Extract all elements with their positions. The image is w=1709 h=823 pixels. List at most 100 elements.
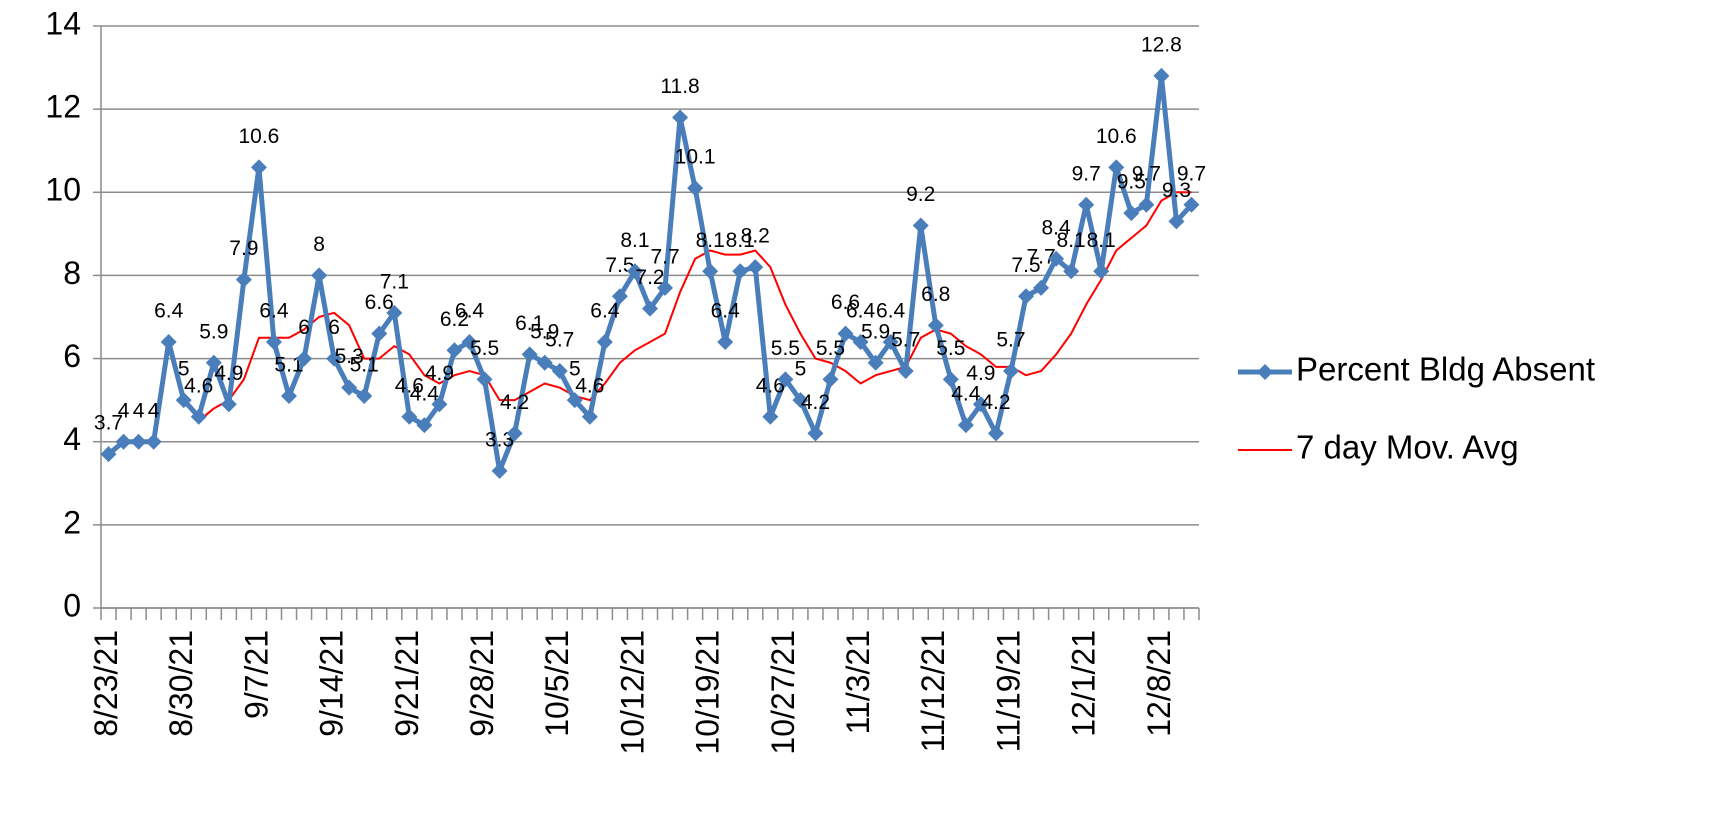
marker	[1108, 159, 1125, 176]
marker	[235, 271, 252, 288]
marker	[792, 392, 809, 409]
data-label: 4.9	[966, 362, 995, 385]
marker	[461, 333, 478, 350]
data-label: 6	[328, 316, 340, 339]
data-label: 4.6	[395, 374, 424, 397]
marker	[596, 333, 613, 350]
marker	[265, 333, 282, 350]
data-label: 6.4	[590, 299, 620, 322]
x-tick-label: 10/19/21	[690, 630, 726, 755]
data-label: 12.8	[1141, 33, 1182, 56]
marker	[566, 392, 583, 409]
data-label: 9.2	[906, 183, 935, 206]
x-tick-label: 11/12/21	[915, 630, 951, 752]
data-label: 4.2	[981, 391, 1010, 414]
y-tick-label: 12	[45, 89, 81, 125]
marker	[626, 263, 643, 280]
marker	[837, 325, 854, 342]
data-label: 8	[313, 233, 325, 256]
marker	[1183, 196, 1200, 213]
marker	[326, 350, 343, 367]
marker	[912, 217, 929, 234]
data-label: 4	[133, 399, 145, 422]
marker	[401, 408, 418, 425]
data-label: 10.6	[238, 125, 279, 148]
marker	[957, 417, 974, 434]
data-label: 9.7	[1177, 162, 1206, 185]
y-tick-label: 0	[63, 587, 81, 623]
marker	[927, 317, 944, 334]
marker	[536, 354, 553, 371]
marker	[1168, 213, 1185, 230]
data-label: 6.1	[515, 312, 544, 335]
data-label: 4.9	[214, 362, 243, 385]
data-label: 4.2	[801, 391, 830, 414]
data-label: 10.6	[1096, 125, 1137, 148]
marker	[220, 396, 237, 413]
marker	[416, 417, 433, 434]
marker	[205, 354, 222, 371]
marker	[311, 267, 328, 284]
data-label: 3.3	[485, 428, 514, 451]
marker	[762, 408, 779, 425]
data-label: 4	[118, 399, 130, 422]
data-label: 7.9	[229, 237, 258, 260]
y-tick-label: 6	[63, 338, 81, 374]
marker	[822, 371, 839, 388]
data-label: 7.7	[1026, 245, 1055, 268]
marker	[446, 342, 463, 359]
x-tick-label: 11/19/21	[990, 630, 1026, 752]
marker	[717, 333, 734, 350]
data-label: 7.7	[650, 245, 679, 268]
marker	[777, 371, 794, 388]
data-label: 5	[178, 358, 190, 381]
marker	[100, 446, 117, 463]
marker	[521, 346, 538, 363]
marker	[702, 263, 719, 280]
marker	[732, 263, 749, 280]
data-label: 5.3	[335, 345, 364, 368]
data-label: 7.5	[605, 254, 634, 277]
marker	[145, 433, 162, 450]
marker	[431, 396, 448, 413]
x-tick-label: 12/1/21	[1066, 630, 1102, 737]
data-label: 9.7	[1132, 162, 1161, 185]
marker	[642, 300, 658, 317]
data-label: 6.4	[455, 299, 485, 322]
marker	[897, 363, 914, 380]
marker	[175, 392, 192, 409]
data-label: 6.8	[921, 283, 950, 306]
y-tick-label: 4	[63, 421, 81, 457]
data-label: 4.4	[951, 383, 981, 406]
data-label: 5.7	[545, 329, 574, 352]
data-label: 6.6	[365, 291, 394, 314]
data-label: 4.6	[575, 374, 604, 397]
marker	[1048, 250, 1065, 267]
data-label: 4.6	[756, 374, 785, 397]
series: 3.74 4 46.454.65.94.97.910.66.45.16865.35.…	[94, 33, 1206, 479]
data-label: 9.7	[1072, 162, 1101, 185]
x-tick-label: 8/23/21	[88, 630, 124, 737]
legend-marker	[1257, 364, 1273, 380]
marker	[190, 408, 207, 425]
data-label: 5.7	[891, 329, 920, 352]
data-label: 5.5	[470, 337, 499, 360]
marker	[1093, 263, 1110, 280]
marker	[867, 354, 884, 371]
data-label: 4.2	[500, 391, 529, 414]
marker	[882, 333, 899, 350]
data-label: 9.3	[1162, 179, 1191, 202]
data-label: 6	[298, 316, 310, 339]
marker	[491, 462, 508, 479]
marker	[852, 333, 869, 350]
marker	[115, 433, 132, 450]
data-label: 8.2	[741, 225, 770, 248]
marker	[160, 333, 177, 350]
marker	[1033, 279, 1050, 296]
series-line	[198, 191, 1192, 422]
data-label: 6.4	[711, 299, 741, 322]
x-tick-label: 9/14/21	[314, 630, 350, 737]
marker	[130, 433, 147, 450]
marker	[687, 180, 704, 197]
